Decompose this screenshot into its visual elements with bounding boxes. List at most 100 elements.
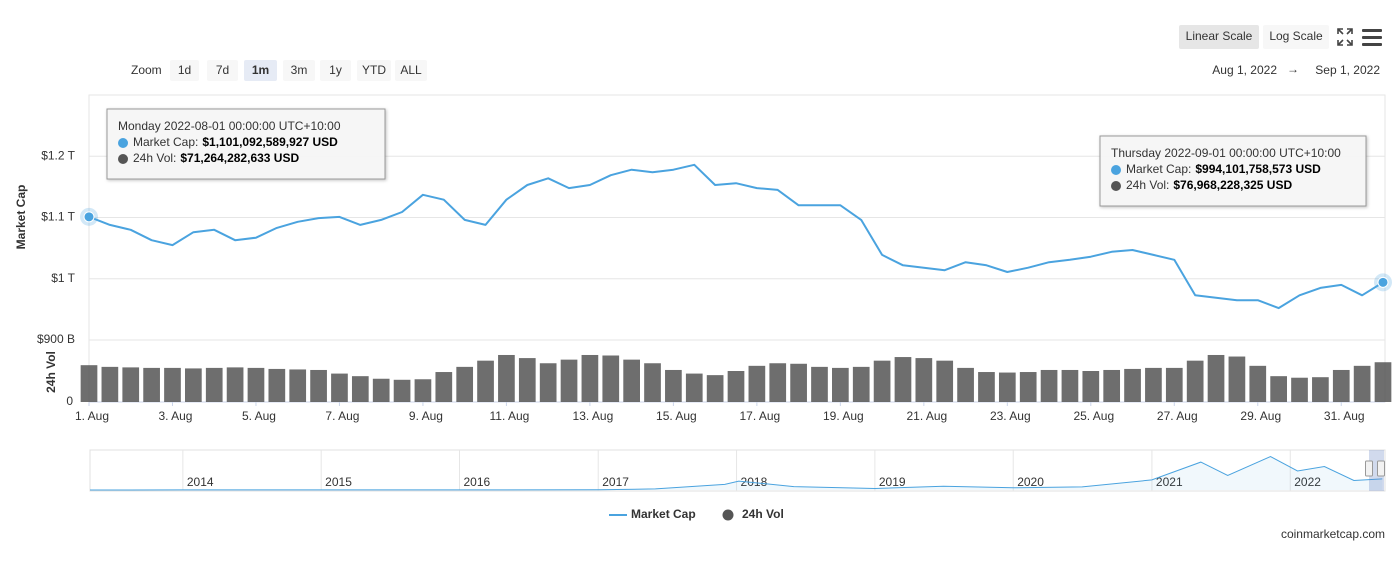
navigator-selection[interactable] (1369, 450, 1384, 491)
navigator-tick-label: 2016 (464, 475, 491, 489)
x-tick-label: 1. Aug (75, 409, 109, 423)
zoom-button-label[interactable]: ALL (400, 63, 422, 77)
x-tick-label: 15. Aug (656, 409, 697, 423)
volume-bar (1186, 360, 1204, 402)
scale-button-label[interactable]: Linear Scale (1186, 29, 1253, 43)
menu-button[interactable] (1362, 29, 1382, 46)
volume-bar (1061, 369, 1079, 402)
x-tick-label: 31. Aug (1324, 409, 1365, 423)
legend-label[interactable]: 24h Vol (742, 507, 784, 521)
tooltip-bullet (118, 154, 128, 164)
x-tick-label: 29. Aug (1240, 409, 1281, 423)
zoom-button-label[interactable]: 1m (252, 63, 269, 77)
y2-tick-label: 0 (66, 394, 73, 408)
y-axis-title: Market Cap (14, 185, 28, 250)
x-tick-label: 23. Aug (990, 409, 1031, 423)
market-cap-line (88, 163, 1384, 310)
volume-bar (247, 367, 265, 402)
volume-bar (101, 366, 119, 402)
volume-bar (706, 375, 724, 402)
tooltip-bullet (118, 138, 128, 148)
x-tick-label: 7. Aug (325, 409, 359, 423)
volume-bar (477, 360, 494, 402)
volume-bar (1270, 376, 1287, 402)
zoom-button[interactable] (357, 60, 391, 81)
tooltip-row: Market Cap: $994,101,758,573 USD (1126, 162, 1321, 176)
volume-bar (1082, 371, 1100, 402)
zoom-button-label[interactable]: 3m (291, 63, 308, 77)
date-to: Sep 1, 2022 (1315, 63, 1380, 77)
volume-bar (498, 354, 515, 402)
tooltip-header: Thursday 2022-09-01 00:00:00 UTC+10:00 (1111, 146, 1341, 160)
x-tick-label: 9. Aug (409, 409, 443, 423)
volume-bar (727, 371, 745, 402)
y-tick-label: $1 T (51, 271, 75, 285)
tooltip-bullet (1111, 165, 1121, 175)
tooltip-row: Market Cap: $1,101,092,589,927 USD (133, 135, 338, 149)
volume-bar (894, 357, 912, 402)
volume-bar (957, 367, 974, 402)
volume-bar (644, 363, 661, 402)
x-tick-label: 25. Aug (1073, 409, 1114, 423)
volume-bar (790, 363, 807, 402)
volume-bar (122, 367, 140, 402)
tooltip-label: Market Cap: (133, 135, 198, 149)
x-tick-label: 17. Aug (740, 409, 781, 423)
navigator-tick-label: 2020 (1017, 475, 1044, 489)
volume-bar (372, 378, 390, 402)
y-tick-label: $1.2 T (41, 148, 75, 162)
volume-bar (685, 373, 703, 402)
scale-button-label[interactable]: Log Scale (1269, 29, 1323, 43)
volume-bar (143, 367, 160, 402)
y2-axis-title: 24h Vol (44, 351, 58, 393)
volume-bar (1291, 377, 1308, 402)
zoom-button[interactable] (207, 60, 238, 81)
volume-bar (164, 367, 181, 402)
zoom-button-label[interactable]: 7d (216, 63, 229, 77)
legend-label[interactable]: Market Cap (631, 507, 696, 521)
volume-bar (748, 365, 766, 402)
volume-bar (414, 379, 432, 402)
fullscreen-button[interactable] (1334, 26, 1356, 48)
navigator-handle[interactable] (1377, 460, 1385, 477)
volume-bar (1312, 377, 1329, 402)
volume-bar (1249, 365, 1267, 402)
volume-bar (310, 369, 327, 402)
zoom-button[interactable] (395, 60, 427, 81)
hover-marker (1377, 276, 1389, 288)
date-arrow: → (1287, 62, 1299, 76)
volume-bar (978, 372, 995, 402)
x-tick-label: 11. Aug (490, 409, 530, 423)
volume-bar (518, 358, 536, 402)
zoom-button[interactable] (170, 60, 199, 81)
volume-bar (1103, 369, 1121, 402)
tooltip-value: $71,264,282,633 USD (180, 151, 299, 165)
zoom-button-label[interactable]: 1y (329, 63, 342, 77)
navigator-tick-label: 2014 (187, 475, 214, 489)
volume-bar (915, 358, 933, 402)
credit: coinmarketcap.com (1281, 527, 1385, 541)
date-from: Aug 1, 2022 (1212, 63, 1277, 77)
tooltip-row: 24h Vol: $76,968,228,325 USD (1126, 178, 1292, 192)
tooltip-label: Market Cap: (1126, 162, 1191, 176)
zoom-button[interactable] (244, 60, 277, 81)
volume-bar (811, 366, 828, 402)
tooltip-bullet (1111, 181, 1121, 191)
tooltip-box (1099, 135, 1367, 207)
volume-bar (852, 366, 870, 402)
volume-bar (602, 355, 620, 402)
x-tick-label: 13. Aug (573, 409, 614, 423)
navigator-handle[interactable] (1365, 460, 1373, 477)
volume-bar (456, 366, 474, 402)
zoom-button[interactable] (283, 60, 315, 81)
zoom-button-label[interactable]: 1d (178, 63, 191, 77)
scale-button[interactable] (1179, 25, 1259, 49)
volume-bar (80, 365, 98, 402)
navigator-tick-label: 2021 (1156, 475, 1183, 489)
tooltip-value: $76,968,228,325 USD (1173, 178, 1292, 192)
navigator-tick-label: 2015 (325, 475, 352, 489)
scale-button[interactable] (1263, 25, 1329, 49)
zoom-button-label[interactable]: YTD (362, 63, 386, 77)
zoom-button[interactable] (320, 60, 351, 81)
volume-bar (205, 367, 223, 402)
